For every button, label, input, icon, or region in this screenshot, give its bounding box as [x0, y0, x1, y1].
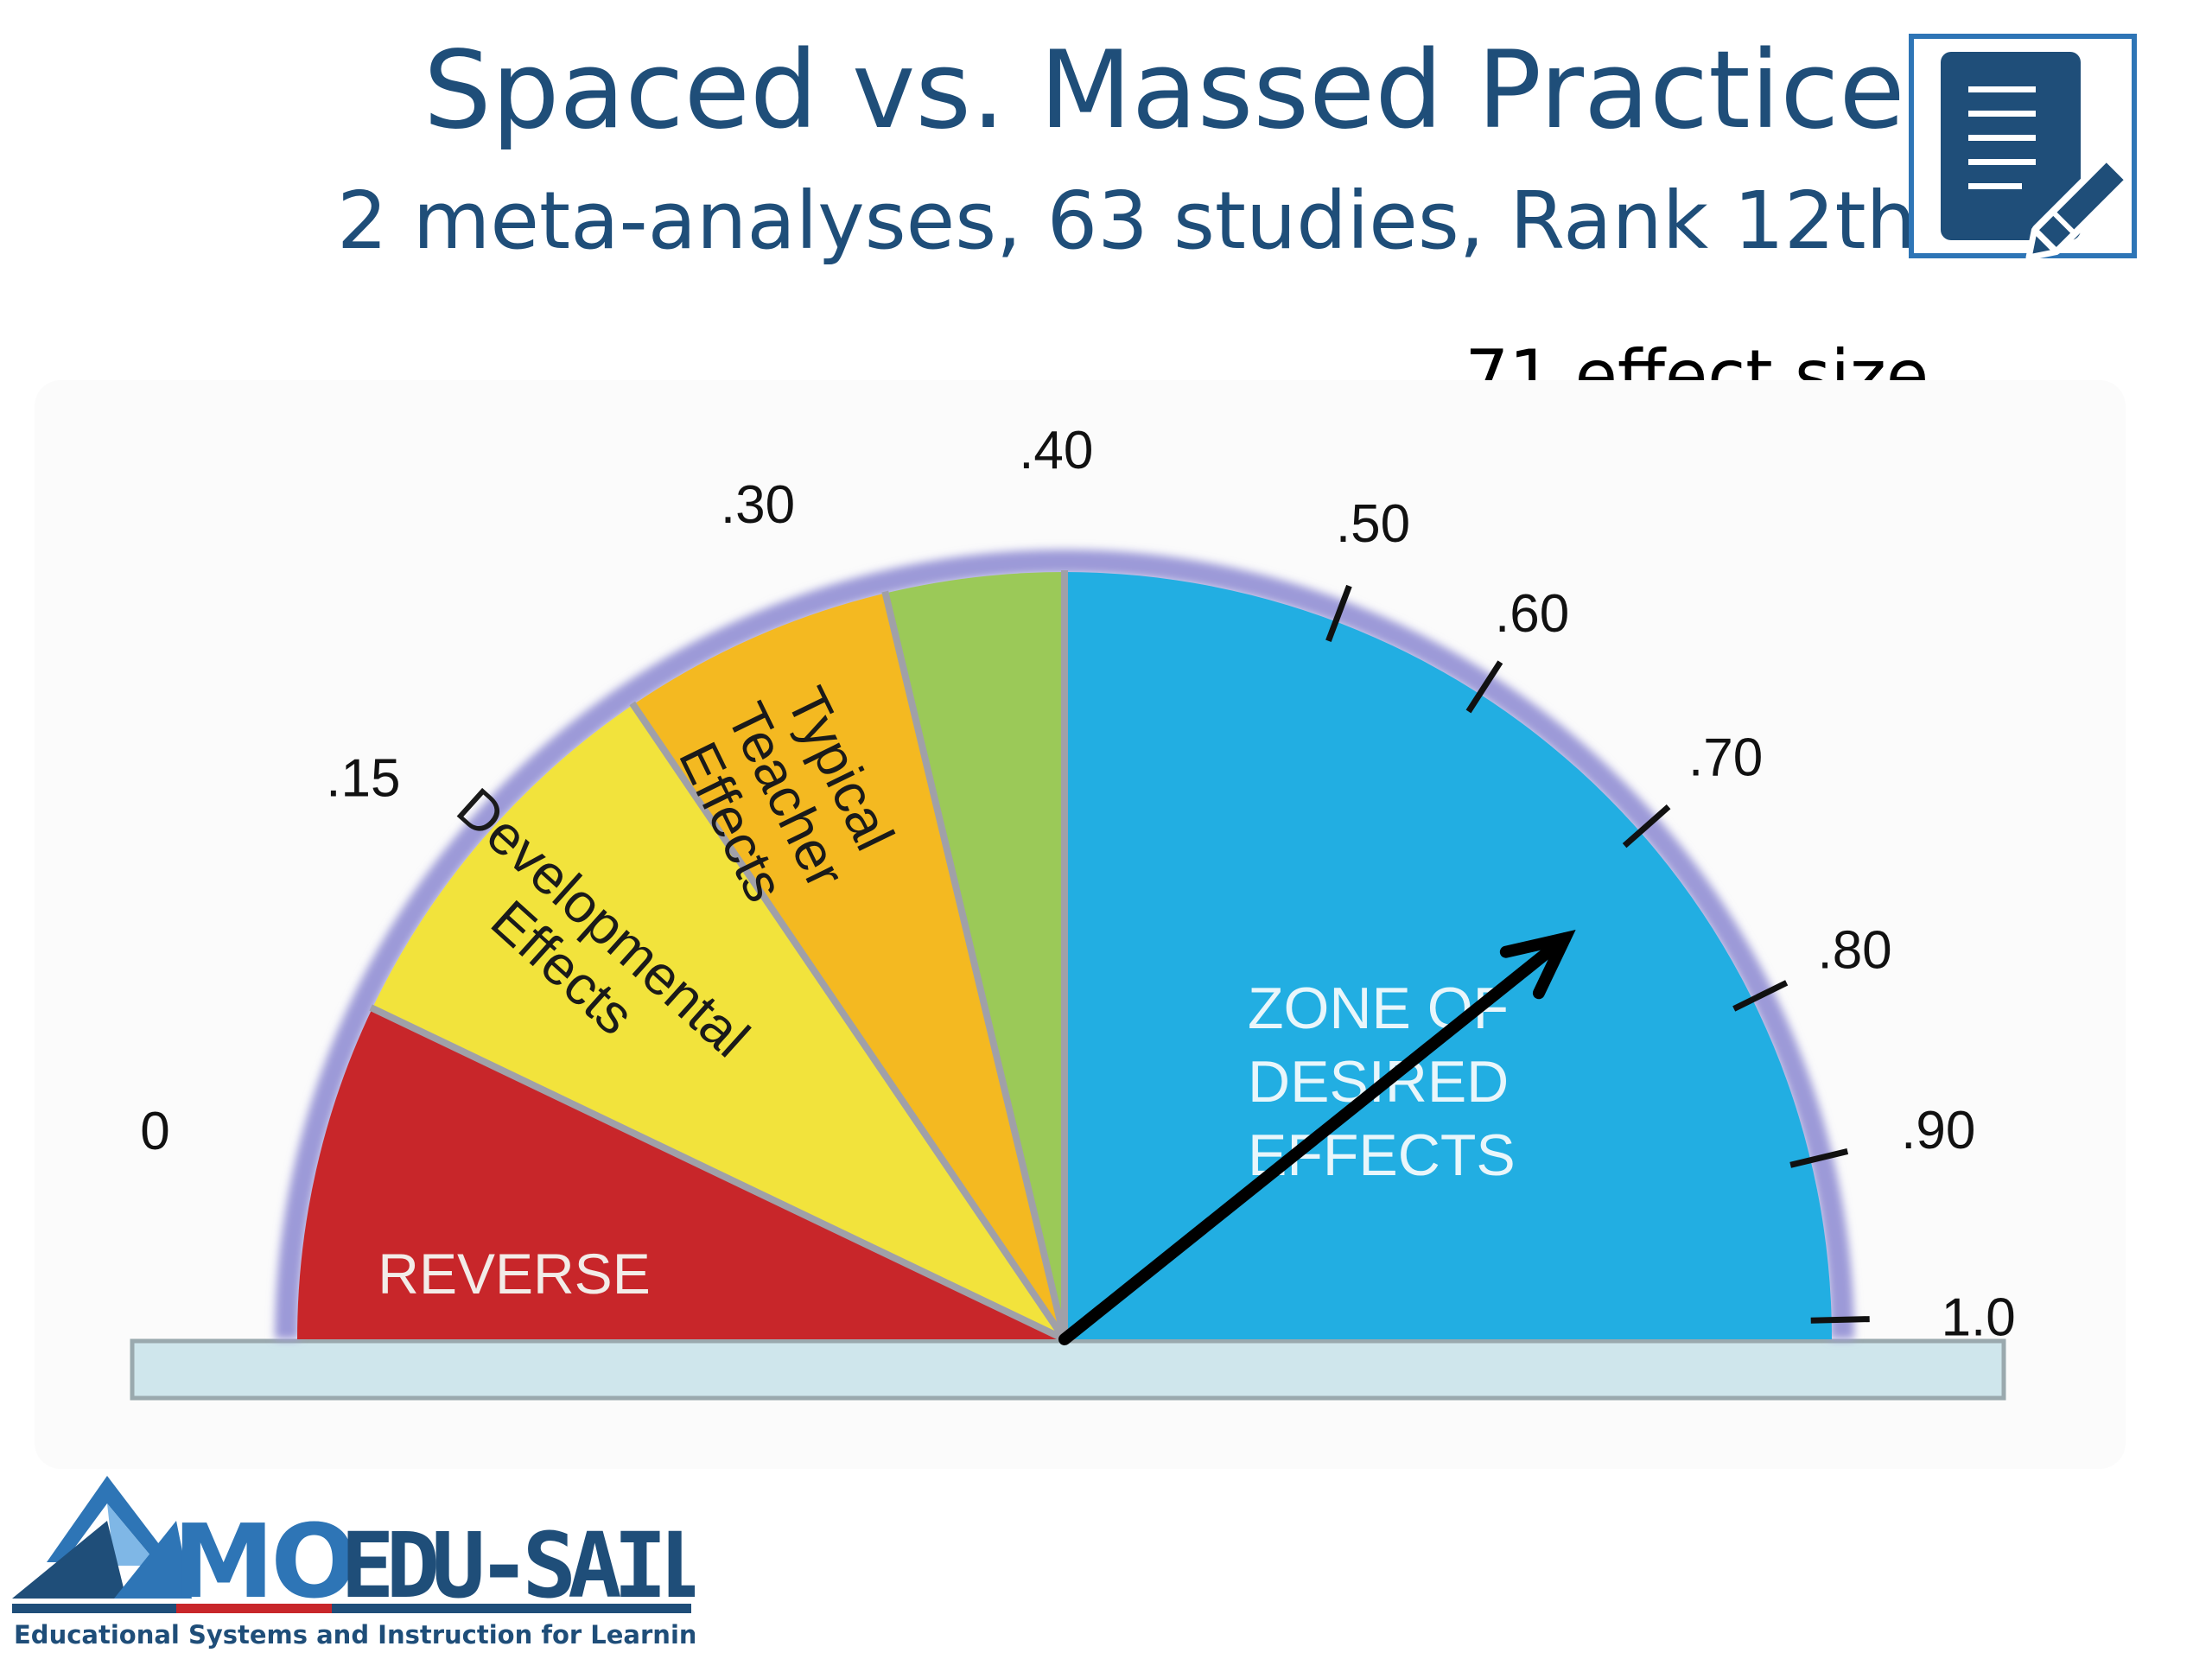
effect-pointer-arrow: [1058, 932, 1572, 1345]
gauge-tick-label: .30: [721, 475, 795, 535]
mo-edu-sail-logo: MO EDU-SAIL Educational Systems and Inst…: [12, 1476, 695, 1649]
document-edit-icon: [1909, 34, 2137, 259]
slide-title: Spaced vs. Massed Practice: [423, 29, 1905, 153]
svg-text:ZONE OF: ZONE OF: [1248, 976, 1509, 1041]
desired-segment: [1065, 572, 1832, 1339]
logo-tagline: Educational Systems and Instruction for …: [14, 1620, 695, 1649]
gauge-tick-label: .50: [1336, 494, 1410, 554]
slide-subtitle: 2 meta-analyses, 63 studies, Rank 12th: [337, 175, 1916, 267]
gauge-tick-mark: [1810, 1316, 1870, 1324]
gauge-tick-mark: [1325, 584, 1352, 643]
gauge-tick-label: .70: [1688, 728, 1763, 787]
developmental-segment: [372, 704, 1065, 1339]
gauge-tick-mark: [1732, 980, 1789, 1012]
gauge-tick-label: .90: [1901, 1101, 1975, 1160]
zone-label-reverse: REVERSE: [378, 1242, 650, 1306]
segment-divider: [881, 590, 1068, 1340]
gauge-rim: [275, 550, 1854, 1340]
segment-divider: [369, 1004, 1066, 1343]
logo-name-edu-sail: EDU-SAIL: [340, 1513, 695, 1618]
segment-divider: [629, 701, 1068, 1342]
gauge-tick-label: 1.0: [1942, 1287, 2016, 1347]
effect-pointer-head: [1499, 930, 1576, 1000]
gauge-tick-label: .15: [326, 749, 400, 809]
logo-name-mo: MO: [173, 1502, 354, 1621]
gauge-tick-mark: [1465, 660, 1503, 714]
gauge-tick-label: 0: [140, 1102, 169, 1161]
gauge-tick-label: .60: [1495, 584, 1569, 644]
gauge-tick-mark: [1789, 1148, 1849, 1168]
gauge-tick-mark: [1622, 804, 1671, 849]
gauge-tick-label: .80: [1817, 920, 1891, 980]
gauge-base: [130, 1338, 2006, 1401]
reverse-segment: [297, 1007, 1065, 1339]
sail-logo-mark: [47, 1476, 173, 1566]
teacher-segment: [632, 593, 1065, 1339]
gauge-tick-label: .40: [1019, 421, 1093, 480]
